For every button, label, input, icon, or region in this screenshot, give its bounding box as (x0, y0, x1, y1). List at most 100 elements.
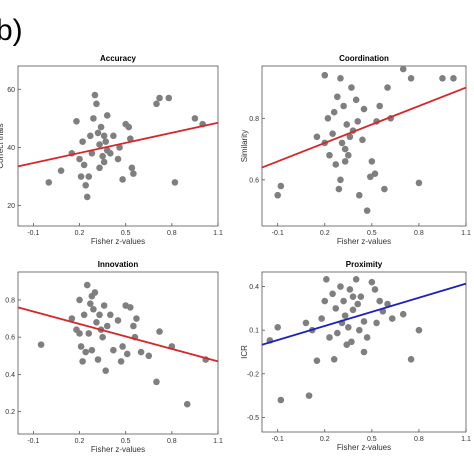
scatter-point (349, 306, 357, 314)
x-tick-label: 1.1 (461, 436, 471, 443)
scatter-point (88, 346, 96, 354)
scatter-point (341, 312, 349, 319)
scatter-point (83, 193, 91, 201)
plot-frame (261, 65, 467, 227)
scatter-point (183, 400, 191, 408)
scatter-point (399, 65, 407, 73)
scatter-point (100, 158, 108, 166)
scatter-point (90, 115, 97, 122)
y-tick-label: 60 (7, 87, 15, 94)
scatter-point (107, 149, 114, 157)
chart-title: Accuracy (100, 54, 137, 63)
scatter-point (343, 121, 351, 128)
scatter-point (80, 161, 88, 169)
scatter-point (125, 123, 133, 131)
regression-line (17, 121, 219, 168)
scatter-point (123, 350, 131, 358)
scatter-point (103, 322, 111, 330)
scatter-point (76, 155, 83, 163)
scatter-point (102, 138, 109, 145)
scatter-point (341, 145, 349, 153)
scatter-point (100, 132, 108, 140)
x-tick-label: 0.5 (121, 438, 131, 445)
x-tick-label: 1.1 (213, 230, 223, 237)
scatter-point (355, 191, 363, 199)
scatter-point (117, 358, 125, 365)
scatter-point (114, 155, 122, 163)
x-tick-label: -0.1 (272, 436, 284, 443)
y-tick-label: -0.5 (247, 415, 259, 422)
scatter-point (338, 139, 346, 147)
scatter-point (85, 173, 93, 180)
scatter-point (318, 315, 325, 322)
x-tick-label: 0.8 (414, 436, 424, 443)
scatter-point (360, 318, 368, 325)
scatter-accuracy: Accuracy -0.1 0.2 0.5 0.8 1.1 20 40 60 Fisher z-v… (0, 54, 223, 246)
scatter-point (87, 132, 94, 140)
scatter-point (337, 176, 344, 184)
scatter-point (399, 310, 407, 318)
y-tick-label: -0.2 (247, 371, 259, 378)
scatter-point (114, 317, 122, 324)
scatter-point (156, 328, 163, 335)
scatter-point (79, 138, 86, 145)
scatter-point (388, 315, 396, 322)
scatter-point (376, 297, 383, 305)
scatter-point (82, 348, 89, 356)
scatter-point (130, 170, 137, 177)
scatter-point (91, 91, 99, 99)
scatter-point (156, 94, 163, 102)
scatter-point (94, 356, 102, 363)
scatter-point (100, 302, 108, 309)
x-tick-label: 0.8 (167, 230, 177, 237)
scatter-point (96, 141, 103, 148)
scatter-point (313, 357, 321, 365)
y-tick-label: 0.4 (249, 284, 259, 291)
scatter-point (76, 296, 83, 304)
x-tick-label: 0.8 (414, 230, 424, 237)
y-tick-label: 0.8 (249, 116, 259, 123)
scatter-point (77, 173, 85, 180)
scatter-point (334, 329, 341, 337)
scatter-proximity: Proximity -0.1 0.2 0.5 0.8 1.1 -0.5 -0.2 0.1 0.4 F… (240, 260, 471, 452)
scatter-point (313, 133, 321, 141)
scatter-point (130, 322, 137, 330)
chart-title: Proximity (346, 260, 383, 269)
scatter-point (165, 94, 173, 102)
scatter-point (407, 355, 415, 363)
scatter-point (329, 130, 336, 137)
scatter-point (341, 158, 349, 165)
scatter-point (360, 348, 368, 356)
scatter-point (93, 100, 100, 108)
scatter-point (274, 191, 281, 199)
scatter-point (90, 305, 97, 313)
scatter-point (119, 343, 126, 350)
scatter-point (337, 283, 344, 290)
scatter-point (343, 341, 351, 349)
scatter-point (384, 300, 391, 308)
chart-title: Innovation (98, 260, 139, 269)
scatter-point (93, 318, 100, 326)
x-tick-label: 0.5 (367, 230, 377, 237)
scatter-point (346, 133, 354, 141)
scatter-point (57, 167, 65, 175)
scatter-point (384, 84, 391, 91)
scatter-point (37, 341, 45, 348)
scatter-point (407, 75, 415, 82)
scatter-point (99, 333, 106, 341)
scatter-point (330, 355, 338, 363)
scatter-point (110, 132, 117, 140)
scatter-point (366, 173, 374, 181)
scatter-point (97, 123, 105, 131)
x-tick-label: 0.2 (320, 230, 330, 237)
scatter-point (345, 323, 352, 331)
scatter-point (373, 319, 380, 327)
scatter-point (363, 334, 371, 341)
scatter-point (360, 105, 368, 113)
scatter-point (96, 164, 103, 172)
scatter-point (80, 311, 88, 319)
scatter-point (127, 135, 134, 143)
scatter-point (340, 297, 347, 305)
x-axis-label: Fisher z-values (337, 443, 391, 452)
x-tick-label: 0.5 (367, 436, 377, 443)
